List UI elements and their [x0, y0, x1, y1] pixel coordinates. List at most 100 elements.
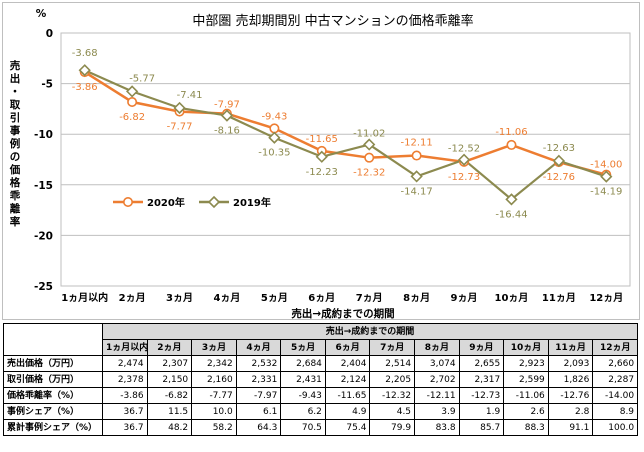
data-label: -12.76 [543, 172, 575, 183]
point-marker [411, 150, 422, 161]
point-marker [127, 97, 138, 108]
table-row: 累計事例シェア（%） 36.7 48.2 58.2 64.3 70.5 75.4 79.9 83… [3, 419, 639, 436]
point-marker [600, 170, 613, 183]
table-cell: -11.06 [503, 387, 549, 404]
table-row-label: 価格乖離率（%） [3, 387, 103, 404]
data-label: -16.44 [495, 209, 527, 220]
point-marker [363, 138, 376, 151]
table-cell: 2,655 [458, 355, 505, 372]
table-cell: 11.5 [146, 403, 193, 420]
y-axis-label-char: 売 [10, 59, 21, 72]
y-axis-label-char: 引 [10, 111, 21, 124]
point-marker [269, 123, 280, 134]
data-label: -14.17 [401, 186, 433, 197]
data-table: 売出→成約までの期間 1ヵ月以内 2ヵ月 3ヵ月 4ヵ月 5ヵ月 6ヵ月 7ヵ月 8ヵ月 9ヵ月… [3, 323, 639, 436]
table-cell: 2,342 [191, 355, 237, 372]
x-tick-label: 12ヵ月 [589, 292, 623, 304]
data-label: -12.32 [353, 168, 385, 179]
table-cell: 70.5 [280, 419, 326, 436]
point-marker [364, 152, 375, 163]
table-row-label: 累計事例シェア（%） [3, 419, 103, 436]
table-cell: 83.8 [414, 419, 460, 436]
x-tick-label: 1ヵ月以内 [61, 291, 108, 304]
data-label: -11.02 [353, 129, 385, 140]
table-column-header: 6ヵ月 [324, 339, 371, 356]
data-label: -12.63 [543, 143, 575, 154]
data-label: -12.73 [448, 172, 480, 183]
point-marker [505, 193, 518, 206]
data-label: -6.82 [119, 112, 145, 123]
y-tick-label: -10 [34, 129, 53, 141]
table-cell: 48.2 [146, 419, 193, 436]
x-tick-label: 6ヵ月 [308, 292, 335, 304]
table-cell: 75.4 [324, 419, 371, 436]
table-cell: -3.86 [102, 387, 148, 404]
table-cell: 88.3 [503, 419, 549, 436]
point-marker [552, 154, 566, 167]
point-marker [78, 64, 91, 77]
y-tick-label: -5 [41, 79, 53, 91]
data-label: -10.35 [258, 148, 290, 159]
table-cell: 2,331 [235, 371, 282, 388]
table-cell: 2,205 [369, 371, 416, 388]
point-marker [125, 85, 139, 98]
table-column-header: 4ヵ月 [235, 339, 282, 356]
table-cell: 2,378 [102, 371, 148, 388]
data-label: -7.77 [167, 122, 193, 133]
table-cell: -7.97 [235, 387, 282, 404]
table-cell: 2,514 [369, 355, 416, 372]
table-cell: 2,124 [324, 371, 371, 388]
table-cell: 2,317 [458, 371, 505, 388]
table-group-header: 売出→成約までの期間 [101, 323, 639, 340]
table-cell: 85.7 [458, 419, 505, 436]
table-cell: 2,684 [280, 355, 326, 372]
table-cell: -9.43 [280, 387, 326, 404]
table-row-label: 売出価格（万円） [3, 355, 103, 372]
data-label: -14.00 [590, 160, 622, 171]
data-label: -3.68 [72, 48, 98, 59]
table-corner [3, 323, 103, 356]
x-tick-label: 11ヵ月 [542, 292, 576, 304]
table-cell: 36.7 [102, 403, 148, 420]
x-tick-label: 9ヵ月 [451, 292, 478, 304]
table-column-header: 2ヵ月 [146, 339, 193, 356]
series-line [84, 69, 607, 201]
x-axis-label: 売出→成約までの期間 [291, 307, 394, 320]
table-cell: -12.73 [458, 387, 505, 404]
table-cell: 4.9 [324, 403, 371, 420]
x-tick-label: 4ヵ月 [213, 292, 240, 304]
data-label: -12.52 [448, 144, 480, 155]
table-row: 事例シェア（%） 36.7 11.5 10.0 6.1 6.2 4.9 4.5 3.9 1.9 2.… [3, 403, 639, 420]
data-label: -14.19 [590, 187, 622, 198]
point-marker [410, 170, 423, 183]
y-axis-label-char: 事 [10, 124, 21, 137]
table-column-header: 1ヵ月以内 [102, 339, 148, 356]
legend-label: 2020年 [147, 196, 185, 209]
y-axis-label-char: 格 [10, 176, 21, 189]
table-cell: 64.3 [235, 419, 282, 436]
point-marker [506, 139, 517, 150]
table-cell: 2,923 [503, 355, 549, 372]
table-cell: -12.76 [547, 387, 594, 404]
data-label: -7.41 [177, 90, 203, 101]
table-row-label: 事例シェア（%） [3, 403, 103, 420]
table-cell: 36.7 [102, 419, 148, 436]
table-cell: 2.8 [547, 403, 594, 420]
table-column-header-row: 1ヵ月以内 2ヵ月 3ヵ月 4ヵ月 5ヵ月 6ヵ月 7ヵ月 8ヵ月 9ヵ月 10ヵ月 11ヵ月 12ヵ… [4, 339, 639, 356]
data-label: -12.11 [401, 138, 433, 149]
table-cell: 100.0 [592, 419, 639, 436]
table-cell: 2,307 [146, 355, 193, 372]
table-row: 売出価格（万円） 2,474 2,307 2,342 2,532 2,684 2,404 2,… [3, 355, 639, 372]
table-cell: 2,404 [324, 355, 371, 372]
y-axis-label-char: ・ [10, 86, 21, 98]
y-axis-label-char: 出 [10, 72, 21, 85]
point-marker [220, 109, 234, 122]
y-axis-label-char: 離 [10, 202, 21, 215]
table-row-label: 取引価格（万円） [3, 371, 103, 388]
table-cell: 2,150 [146, 371, 193, 388]
table-cell: 91.1 [547, 419, 594, 436]
table-cell: 58.2 [191, 419, 237, 436]
x-tick-label: 8ヵ月 [403, 292, 430, 304]
table-column-header: 8ヵ月 [414, 339, 460, 356]
